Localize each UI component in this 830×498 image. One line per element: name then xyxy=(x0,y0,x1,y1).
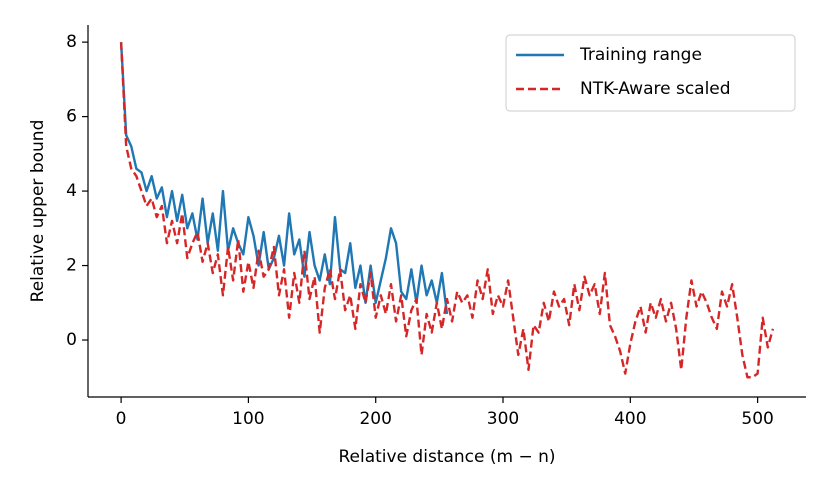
x-tick-label: 100 xyxy=(232,409,264,429)
y-axis-label: Relative upper bound xyxy=(28,120,48,303)
y-tick-label: 0 xyxy=(66,330,77,350)
series-line xyxy=(119,42,449,315)
legend-label: Training range xyxy=(579,45,702,65)
y-tick-label: 4 xyxy=(66,181,77,201)
x-tick-label: 400 xyxy=(614,409,646,429)
x-tick-label: 0 xyxy=(116,409,127,429)
series-line xyxy=(119,42,775,379)
y-tick-label: 8 xyxy=(66,32,77,52)
y-tick-label: 2 xyxy=(66,256,77,276)
x-tick-label: 300 xyxy=(487,409,519,429)
x-axis-label: Relative distance (m − n) xyxy=(338,447,555,467)
x-tick-label: 500 xyxy=(741,409,773,429)
y-tick-label: 6 xyxy=(66,107,77,127)
legend-label: NTK-Aware scaled xyxy=(580,79,731,99)
x-tick-label: 200 xyxy=(359,409,391,429)
legend-box xyxy=(505,34,796,112)
